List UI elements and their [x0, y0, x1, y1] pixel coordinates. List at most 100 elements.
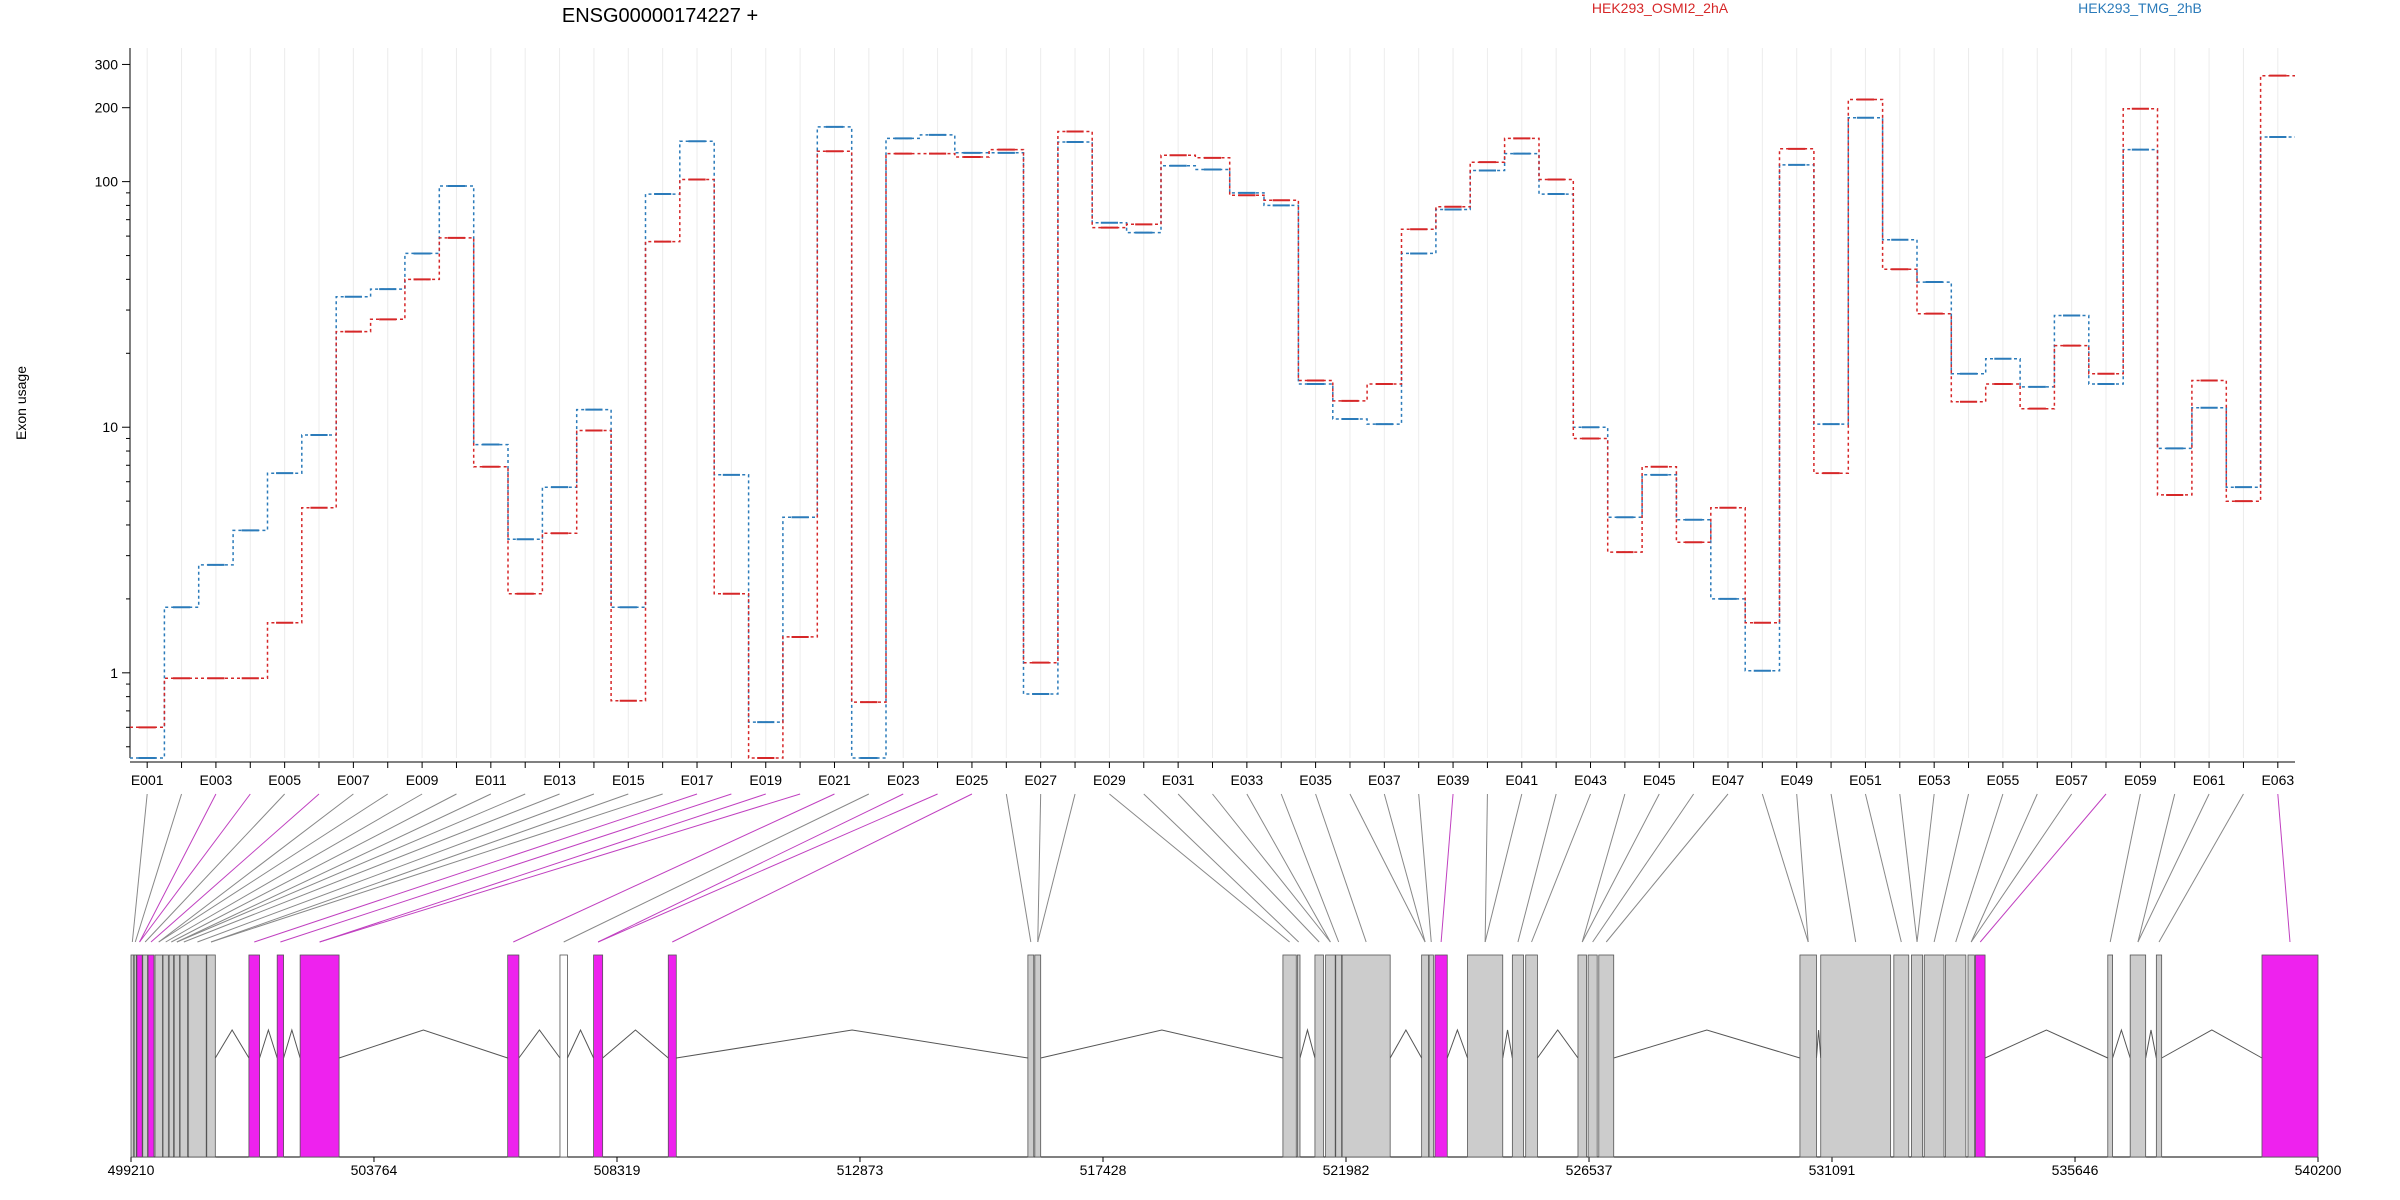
genome-tick-label: 508319: [594, 1162, 641, 1178]
exon-connector: [1517, 793, 1557, 943]
y-tick-label: 300: [95, 56, 119, 72]
exon-connector: [158, 793, 389, 943]
exon-connector: [319, 793, 766, 943]
x-tick-label: E041: [1505, 772, 1538, 788]
x-tick-label: E035: [1299, 772, 1332, 788]
exon-connector: [563, 793, 870, 943]
x-tick-label: E029: [1093, 772, 1126, 788]
exon-connector: [1246, 793, 1331, 943]
genome-tick-label: 517428: [1080, 1162, 1127, 1178]
genome-tick-label: 499210: [108, 1162, 155, 1178]
exon-box: [142, 954, 148, 1158]
x-tick-label: E057: [2055, 772, 2088, 788]
intron-line: [1299, 1028, 1316, 1059]
exon-box: [1335, 954, 1343, 1158]
exon-connector: [1037, 793, 1042, 943]
exon-connector: [1349, 793, 1426, 943]
exon-box: [206, 954, 216, 1158]
exon-connector: [158, 793, 354, 943]
exon-connector: [1280, 793, 1340, 943]
x-tick-label: E015: [612, 772, 645, 788]
x-tick-label: E027: [1024, 772, 1057, 788]
x-tick-label: E033: [1231, 772, 1264, 788]
exon-connector: [1581, 793, 1626, 943]
exon-connector: [672, 793, 973, 943]
axes: 1 10 100 200 300 E001 E003 E005 E007 E009 E011 E013…: [95, 48, 2295, 788]
exon-box: [173, 954, 180, 1158]
y-axis-label: Exon usage: [13, 366, 29, 440]
exon-box: [1577, 954, 1587, 1158]
exon-box: [667, 954, 677, 1158]
exon-box: [1587, 954, 1598, 1158]
x-tick-label: E003: [200, 772, 233, 788]
exon-connector: [1605, 793, 1729, 943]
exon-box: [507, 954, 520, 1158]
exon-connector: [2109, 793, 2141, 943]
exon-connector: [513, 793, 835, 943]
x-tick-label: E063: [2261, 772, 2294, 788]
exon-connector: [2277, 793, 2291, 943]
intron-line: [676, 1029, 1028, 1059]
exon-box: [1893, 954, 1910, 1158]
genome-tick-label: 512873: [837, 1162, 884, 1178]
exon-box: [1975, 954, 1986, 1158]
exon-connector: [280, 793, 732, 943]
legend-entry-tmg: HEK293_TMG_2hB: [2078, 0, 2202, 16]
intron-line: [602, 1029, 669, 1059]
exon-box: [1034, 954, 1042, 1158]
exon-connector: [1916, 793, 1935, 943]
exon-connector: [183, 793, 560, 943]
x-tick-label: E019: [749, 772, 782, 788]
exon-connector: [1970, 793, 2073, 943]
exon-connector: [1143, 793, 1300, 943]
exon-connector: [2158, 793, 2244, 943]
exon-box: [1282, 954, 1297, 1158]
x-tick-label: E005: [268, 772, 301, 788]
exon-connector: [1177, 793, 1320, 943]
exon-connector: [1979, 793, 2107, 943]
intron-line: [2161, 1029, 2263, 1059]
exon-box: [154, 954, 163, 1158]
exon-box: [1820, 954, 1892, 1158]
x-tick-label: E007: [337, 772, 370, 788]
exon-box: [130, 954, 135, 1158]
exon-box: [299, 954, 340, 1158]
x-tick-label: E051: [1849, 772, 1882, 788]
exon-box: [2107, 954, 2113, 1158]
exon-connector: [1581, 793, 1660, 943]
exon-box: [2261, 954, 2319, 1158]
series-HEK293_OSMI2_2hA: [130, 74, 2295, 759]
x-tick-label: E009: [406, 772, 439, 788]
exon-connector: [1899, 793, 1918, 943]
exon-box: [1525, 954, 1538, 1158]
series-HEK293_TMG_2hB: [130, 116, 2295, 759]
exon-connector: [1484, 793, 1488, 943]
exon-connector: [210, 793, 663, 943]
exon-connector: [1592, 793, 1695, 943]
exon-box: [1799, 954, 1817, 1158]
x-tick-label: E001: [131, 772, 164, 788]
genome-tick-label: 540200: [2295, 1162, 2342, 1178]
intron-line: [1040, 1029, 1284, 1059]
exon-box: [1598, 954, 1615, 1158]
exon-connector: [1383, 793, 1426, 943]
exon-connector: [597, 793, 938, 943]
intron-line: [1613, 1029, 1801, 1059]
exon-box: [133, 954, 137, 1158]
x-tick-label: E025: [956, 772, 989, 788]
exon-box: [1296, 954, 1301, 1158]
intron-line: [2112, 1028, 2131, 1059]
genome-tick-label: 503764: [351, 1162, 398, 1178]
exon-box: [1967, 954, 1975, 1158]
intron-line: [1446, 1028, 1468, 1059]
genome-tick-label: 521982: [1323, 1162, 1370, 1178]
genome-tick-label: 535646: [2052, 1162, 2099, 1178]
exon-connector: [1955, 793, 2004, 943]
exon-connector: [254, 793, 698, 943]
exon-connector: [1761, 793, 1809, 943]
x-tick-label: E061: [2193, 772, 2226, 788]
exon-box: [276, 954, 284, 1158]
x-tick-label: E047: [1712, 772, 1745, 788]
y-tick-label: 100: [95, 174, 119, 190]
